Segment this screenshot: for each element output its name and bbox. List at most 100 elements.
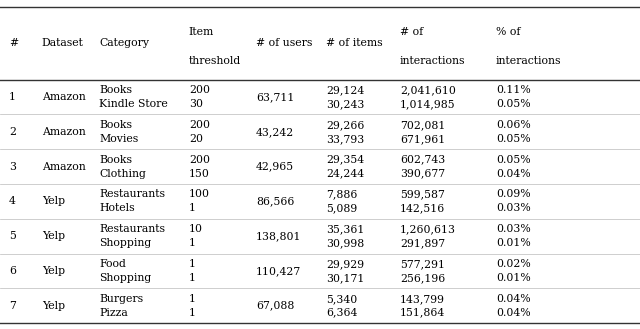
Text: 33,793: 33,793 [326, 134, 365, 144]
Text: 29,354: 29,354 [326, 155, 365, 164]
Text: Amazon: Amazon [42, 162, 85, 171]
Text: Shopping: Shopping [99, 238, 152, 248]
Text: 1: 1 [189, 294, 196, 304]
Text: 100: 100 [189, 190, 210, 199]
Text: # of items: # of items [326, 38, 383, 48]
Text: Shopping: Shopping [99, 273, 152, 283]
Text: Books: Books [99, 120, 132, 130]
Text: # of users: # of users [256, 38, 312, 48]
Text: Dataset: Dataset [42, 38, 83, 48]
Text: Amazon: Amazon [42, 127, 85, 137]
Text: 5: 5 [9, 231, 16, 241]
Text: 42,965: 42,965 [256, 162, 294, 171]
Text: Yelp: Yelp [42, 266, 65, 276]
Text: Books: Books [99, 85, 132, 95]
Text: 0.11%: 0.11% [496, 85, 531, 95]
Text: 35,361: 35,361 [326, 224, 365, 234]
Text: 602,743: 602,743 [400, 155, 445, 164]
Text: 63,711: 63,711 [256, 92, 294, 102]
Text: 86,566: 86,566 [256, 196, 294, 206]
Text: 577,291: 577,291 [400, 259, 445, 269]
Text: 1: 1 [189, 308, 196, 317]
Text: 10: 10 [189, 224, 203, 234]
Text: Category: Category [99, 38, 149, 48]
Text: 30,998: 30,998 [326, 238, 365, 248]
Text: 0.01%: 0.01% [496, 238, 531, 248]
Text: 0.01%: 0.01% [496, 273, 531, 283]
Text: 390,677: 390,677 [400, 168, 445, 179]
Text: Restaurants: Restaurants [99, 190, 165, 199]
Text: 1: 1 [189, 238, 196, 248]
Text: 29,266: 29,266 [326, 120, 365, 130]
Text: 671,961: 671,961 [400, 134, 445, 144]
Text: 0.04%: 0.04% [496, 168, 531, 179]
Text: Item: Item [189, 27, 214, 37]
Text: #: # [9, 38, 18, 48]
Text: 24,244: 24,244 [326, 168, 365, 179]
Text: 143,799: 143,799 [400, 294, 445, 304]
Text: 29,929: 29,929 [326, 259, 365, 269]
Text: 142,516: 142,516 [400, 203, 445, 213]
Text: 1: 1 [9, 92, 16, 102]
Text: 256,196: 256,196 [400, 273, 445, 283]
Text: Burgers: Burgers [99, 294, 143, 304]
Text: # of: # of [400, 27, 423, 37]
Text: 1,014,985: 1,014,985 [400, 99, 456, 109]
Text: 0.04%: 0.04% [496, 308, 531, 317]
Text: 0.05%: 0.05% [496, 99, 531, 109]
Text: 2: 2 [9, 127, 16, 137]
Text: Restaurants: Restaurants [99, 224, 165, 234]
Text: 6: 6 [9, 266, 16, 276]
Text: interactions: interactions [496, 56, 561, 66]
Text: Yelp: Yelp [42, 196, 65, 206]
Text: Movies: Movies [99, 134, 138, 144]
Text: 200: 200 [189, 155, 210, 164]
Text: 43,242: 43,242 [256, 127, 294, 137]
Text: interactions: interactions [400, 56, 465, 66]
Text: 599,587: 599,587 [400, 190, 445, 199]
Text: Pizza: Pizza [99, 308, 128, 317]
Text: 4: 4 [9, 196, 16, 206]
Text: 2,041,610: 2,041,610 [400, 85, 456, 95]
Text: 6,364: 6,364 [326, 308, 358, 317]
Text: 0.05%: 0.05% [496, 155, 531, 164]
Text: % of: % of [496, 27, 520, 37]
Text: 151,864: 151,864 [400, 308, 445, 317]
Text: 30: 30 [189, 99, 203, 109]
Text: threshold: threshold [189, 56, 241, 66]
Text: 30,243: 30,243 [326, 99, 365, 109]
Text: 0.03%: 0.03% [496, 224, 531, 234]
Text: 0.05%: 0.05% [496, 134, 531, 144]
Text: 0.09%: 0.09% [496, 190, 531, 199]
Text: 7: 7 [9, 301, 16, 311]
Text: 138,801: 138,801 [256, 231, 301, 241]
Text: Yelp: Yelp [42, 301, 65, 311]
Text: 0.02%: 0.02% [496, 259, 531, 269]
Text: 20: 20 [189, 134, 203, 144]
Text: 5,340: 5,340 [326, 294, 358, 304]
Text: 67,088: 67,088 [256, 301, 294, 311]
Text: 110,427: 110,427 [256, 266, 301, 276]
Text: Food: Food [99, 259, 126, 269]
Text: 7,886: 7,886 [326, 190, 358, 199]
Text: 150: 150 [189, 168, 210, 179]
Text: Yelp: Yelp [42, 231, 65, 241]
Text: 200: 200 [189, 120, 210, 130]
Text: 200: 200 [189, 85, 210, 95]
Text: 0.06%: 0.06% [496, 120, 531, 130]
Text: 0.03%: 0.03% [496, 203, 531, 213]
Text: 702,081: 702,081 [400, 120, 445, 130]
Text: 1: 1 [189, 273, 196, 283]
Text: Amazon: Amazon [42, 92, 85, 102]
Text: Hotels: Hotels [99, 203, 135, 213]
Text: 29,124: 29,124 [326, 85, 365, 95]
Text: Clothing: Clothing [99, 168, 146, 179]
Text: 5,089: 5,089 [326, 203, 358, 213]
Text: 1: 1 [189, 259, 196, 269]
Text: 1: 1 [189, 203, 196, 213]
Text: Books: Books [99, 155, 132, 164]
Text: 30,171: 30,171 [326, 273, 365, 283]
Text: 0.04%: 0.04% [496, 294, 531, 304]
Text: 291,897: 291,897 [400, 238, 445, 248]
Text: 3: 3 [9, 162, 16, 171]
